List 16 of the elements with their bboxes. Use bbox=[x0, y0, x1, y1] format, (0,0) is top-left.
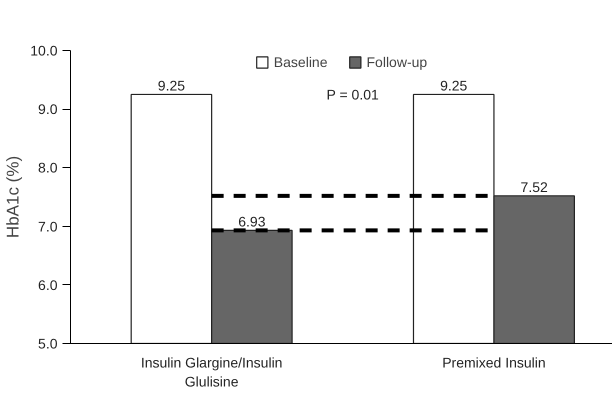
data-label: 9.25 bbox=[158, 77, 186, 94]
data-label: 7.52 bbox=[520, 178, 548, 195]
y-tick-label: 10.0 bbox=[30, 42, 58, 58]
y-axis-title: HbA1c (%) bbox=[3, 156, 22, 238]
x-tick-label: Insulin Glargine/Insulin Glulisine bbox=[140, 354, 282, 390]
y-tick-label: 7.0 bbox=[38, 218, 58, 234]
y-tick-label: 6.0 bbox=[38, 276, 58, 293]
data-label: 9.25 bbox=[440, 77, 468, 94]
y-tick-label: 9.0 bbox=[38, 101, 58, 118]
legend-label: Follow-up bbox=[366, 54, 428, 70]
y-tick-label: 8.0 bbox=[38, 160, 58, 176]
x-tick-label: Premixed Insulin bbox=[442, 354, 546, 370]
legend-label: Baseline bbox=[274, 54, 328, 70]
y-tick-label: 5.0 bbox=[38, 336, 58, 352]
data-label: 6.93 bbox=[238, 213, 266, 230]
annotation: P = 0.01 bbox=[326, 86, 380, 102]
